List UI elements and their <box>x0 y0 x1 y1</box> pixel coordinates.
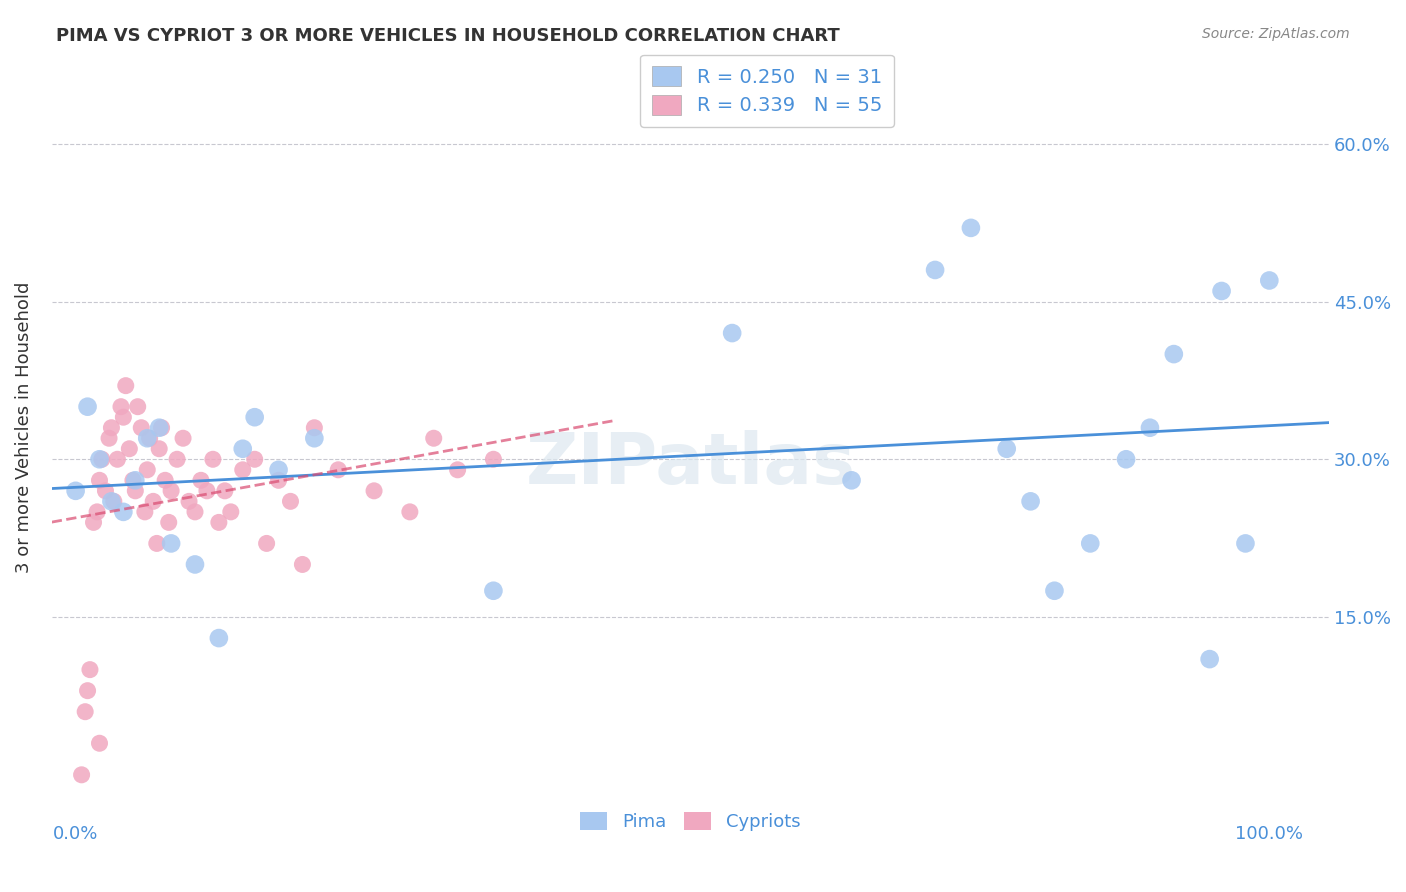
Text: PIMA VS CYPRIOT 3 OR MORE VEHICLES IN HOUSEHOLD CORRELATION CHART: PIMA VS CYPRIOT 3 OR MORE VEHICLES IN HO… <box>56 27 839 45</box>
Point <box>256 536 278 550</box>
Point <box>89 736 111 750</box>
Point <box>721 326 744 340</box>
Point <box>146 536 169 550</box>
Point <box>446 463 468 477</box>
Point <box>134 505 156 519</box>
Point <box>232 442 254 456</box>
Point <box>841 473 863 487</box>
Point <box>482 452 505 467</box>
Point <box>219 505 242 519</box>
Point <box>70 768 93 782</box>
Point <box>1258 273 1281 287</box>
Point <box>177 494 200 508</box>
Point <box>160 483 183 498</box>
Point <box>138 431 160 445</box>
Point <box>1198 652 1220 666</box>
Point <box>112 505 135 519</box>
Point <box>995 442 1018 456</box>
Point <box>208 631 231 645</box>
Point <box>103 494 125 508</box>
Point <box>153 473 176 487</box>
Point <box>160 536 183 550</box>
Point <box>328 463 350 477</box>
Legend: Pima, Cypriots: Pima, Cypriots <box>574 805 807 838</box>
Point <box>136 431 159 445</box>
Point <box>122 473 145 487</box>
Point <box>89 452 111 467</box>
Point <box>280 494 302 508</box>
Point <box>1043 583 1066 598</box>
Point <box>243 410 266 425</box>
Point <box>148 421 170 435</box>
Point <box>1115 452 1137 467</box>
Point <box>1078 536 1101 550</box>
Point <box>172 431 194 445</box>
Point <box>150 421 173 435</box>
Point <box>399 505 422 519</box>
Point <box>184 558 207 572</box>
Point <box>1139 421 1161 435</box>
Point <box>243 452 266 467</box>
Text: Source: ZipAtlas.com: Source: ZipAtlas.com <box>1202 27 1350 41</box>
Point <box>136 463 159 477</box>
Point <box>208 516 231 530</box>
Point <box>124 483 146 498</box>
Point <box>201 452 224 467</box>
Point <box>76 400 98 414</box>
Point <box>304 431 326 445</box>
Point <box>75 705 97 719</box>
Point <box>129 421 152 435</box>
Point <box>89 473 111 487</box>
Point <box>184 505 207 519</box>
Point <box>107 452 129 467</box>
Point <box>195 483 218 498</box>
Point <box>267 463 290 477</box>
Point <box>960 220 983 235</box>
Point <box>76 683 98 698</box>
Point <box>110 400 132 414</box>
Point <box>124 473 146 487</box>
Point <box>214 483 236 498</box>
Text: ZIPatlas: ZIPatlas <box>526 430 855 499</box>
Point <box>98 431 121 445</box>
Point <box>100 421 122 435</box>
Text: 0.0%: 0.0% <box>53 825 98 843</box>
Point <box>190 473 212 487</box>
Point <box>112 410 135 425</box>
Point <box>118 442 141 456</box>
Point <box>1163 347 1185 361</box>
Point <box>267 473 290 487</box>
Point <box>86 505 108 519</box>
Text: 100.0%: 100.0% <box>1236 825 1303 843</box>
Point <box>90 452 112 467</box>
Point <box>291 558 314 572</box>
Point <box>232 463 254 477</box>
Point <box>482 583 505 598</box>
Point <box>924 263 946 277</box>
Point <box>94 483 117 498</box>
Point <box>127 400 149 414</box>
Point <box>100 494 122 508</box>
Y-axis label: 3 or more Vehicles in Household: 3 or more Vehicles in Household <box>15 282 32 574</box>
Point <box>1019 494 1042 508</box>
Point <box>304 421 326 435</box>
Point <box>148 442 170 456</box>
Point <box>65 483 87 498</box>
Point <box>363 483 385 498</box>
Point <box>166 452 188 467</box>
Point <box>1211 284 1233 298</box>
Point <box>157 516 180 530</box>
Point <box>142 494 165 508</box>
Point <box>422 431 444 445</box>
Point <box>114 378 136 392</box>
Point <box>79 663 101 677</box>
Point <box>83 516 105 530</box>
Point <box>1234 536 1257 550</box>
